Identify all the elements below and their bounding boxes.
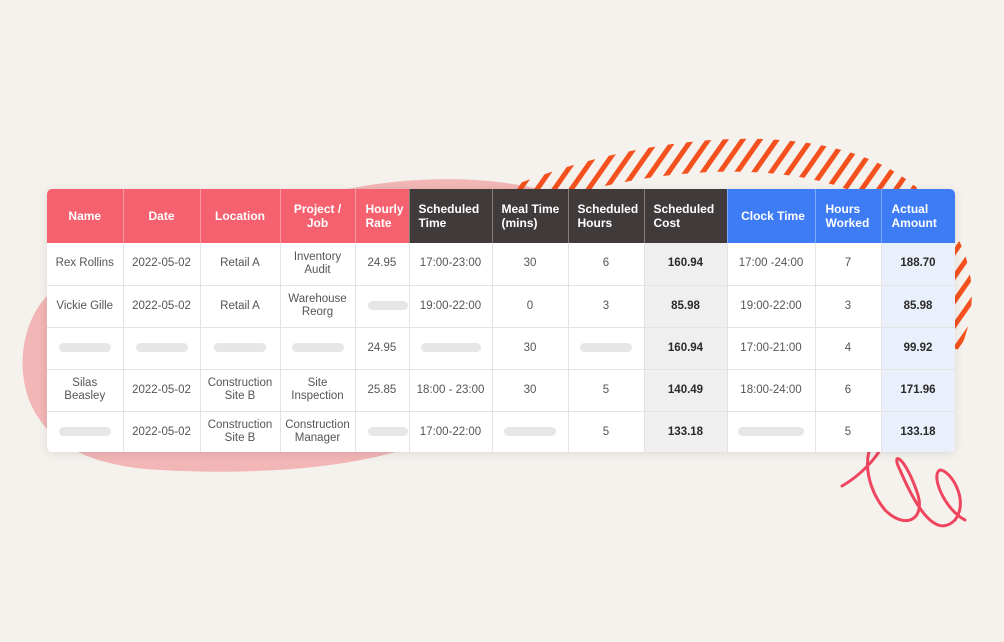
cell-location: Construction Site B [200,411,281,452]
cell-location: Retail A [200,243,281,286]
cell-project: Warehouse Reorg [280,285,356,328]
cell-actual-amount: 171.96 [881,369,955,412]
cell-actual-amount: 85.98 [881,285,955,328]
cell-clock-time: 17:00-21:00 [727,327,816,370]
timesheet-table-card: Name Date Location Project / Job Hourly … [47,189,955,452]
header-clock-time: Clock Time [727,189,816,243]
cell-scheduled-cost: 85.98 [644,285,728,328]
cell-project [280,327,356,370]
cell-scheduled-cost: 140.49 [644,369,728,412]
placeholder-bar [214,342,266,352]
table-row[interactable]: 2022-05-02 Construction Site B Construct… [47,411,955,452]
header-location: Location [200,189,281,243]
cell-name: Vickie Gille [47,285,124,328]
cell-scheduled-cost: 160.94 [644,243,728,286]
cell-scheduled-cost: 133.18 [644,411,728,452]
cell-scheduled-hours: 3 [568,285,645,328]
cell-project: Construction Manager [280,411,356,452]
cell-scheduled-hours: 5 [568,411,645,452]
header-meal-time: Meal Time (mins) [492,189,569,243]
cell-clock-time [727,411,816,452]
placeholder-bar [580,342,632,352]
table-row[interactable]: Silas Beasley 2022-05-02 Construction Si… [47,369,955,412]
cell-clock-time: 19:00-22:00 [727,285,816,328]
cell-hours-worked: 3 [815,285,882,328]
cell-actual-amount: 133.18 [881,411,955,452]
placeholder-bar [58,427,111,437]
cell-scheduled-time [409,327,493,370]
cell-location [200,327,281,370]
cell-meal-time: 30 [492,369,569,412]
header-actual-amount: Actual Amount [881,189,955,243]
cell-meal-time: 30 [492,327,569,370]
placeholder-bar [58,342,111,352]
header-row: Name Date Location Project / Job Hourly … [47,189,955,243]
cell-clock-time: 17:00 -24:00 [727,243,816,286]
cell-scheduled-time: 19:00-22:00 [409,285,493,328]
cell-date [123,327,201,370]
header-scheduled-time: Scheduled Time [409,189,493,243]
cell-meal-time: 0 [492,285,569,328]
cell-hours-worked: 5 [815,411,882,452]
cell-hourly-rate: 24.95 [355,243,410,286]
cell-actual-amount: 99.92 [881,327,955,370]
cell-name: Silas Beasley [47,369,124,412]
cell-name [47,327,124,370]
timesheet-table: Name Date Location Project / Job Hourly … [47,189,955,452]
placeholder-bar [504,427,556,437]
cell-meal-time: 30 [492,243,569,286]
cell-scheduled-hours: 6 [568,243,645,286]
cell-date: 2022-05-02 [123,243,201,286]
table-row[interactable]: Vickie Gille 2022-05-02 Retail A Warehou… [47,285,955,328]
cell-date: 2022-05-02 [123,369,201,412]
cell-hourly-rate [355,285,410,328]
cell-scheduled-time: 17:00-22:00 [409,411,493,452]
cell-project: Site Inspection [280,369,356,412]
cell-date: 2022-05-02 [123,411,201,452]
placeholder-bar [367,300,408,310]
header-hourly-rate: Hourly Rate [355,189,410,243]
cell-scheduled-time: 17:00-23:00 [409,243,493,286]
cell-date: 2022-05-02 [123,285,201,328]
scribble [840,438,967,528]
table-row[interactable]: Rex Rollins 2022-05-02 Retail A Inventor… [47,243,955,286]
cell-hourly-rate: 24.95 [355,327,410,370]
placeholder-bar [135,342,188,352]
cell-scheduled-hours: 5 [568,369,645,412]
cell-project: Inventory Audit [280,243,356,286]
header-scheduled-hours: Scheduled Hours [568,189,645,243]
header-hours-worked: Hours Worked [815,189,882,243]
header-name: Name [47,189,124,243]
cell-location: Construction Site B [200,369,281,412]
cell-location: Retail A [200,285,281,328]
cell-name: Rex Rollins [47,243,124,286]
placeholder-bar [367,427,408,437]
cell-scheduled-time: 18:00 - 23:00 [409,369,493,412]
cell-scheduled-hours [568,327,645,370]
placeholder-bar [738,427,804,437]
placeholder-bar [420,342,481,352]
cell-hourly-rate [355,411,410,452]
cell-actual-amount: 188.70 [881,243,955,286]
cell-clock-time: 18:00-24:00 [727,369,816,412]
header-date: Date [123,189,201,243]
cell-hourly-rate: 25.85 [355,369,410,412]
cell-hours-worked: 4 [815,327,882,370]
cell-hours-worked: 6 [815,369,882,412]
header-project: Project / Job [280,189,356,243]
header-scheduled-cost: Scheduled Cost [644,189,728,243]
table-row[interactable]: 24.95 30 160.94 17:00-21:00 4 99.92 [47,327,955,370]
cell-hours-worked: 7 [815,243,882,286]
placeholder-bar [291,342,344,352]
cell-meal-time [492,411,569,452]
cell-scheduled-cost: 160.94 [644,327,728,370]
cell-name [47,411,124,452]
